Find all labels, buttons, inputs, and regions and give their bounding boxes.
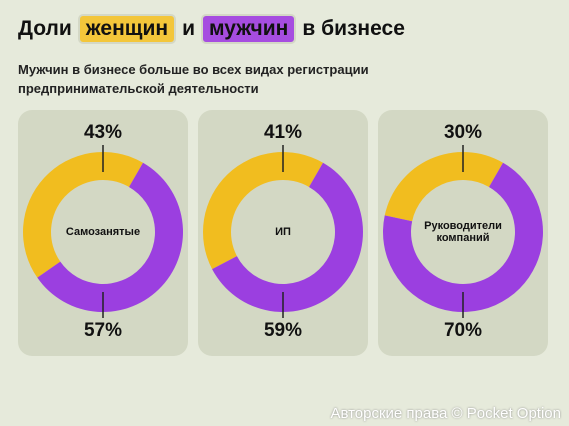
value-label: 70%: [444, 320, 482, 341]
value-label: 41%: [264, 122, 302, 143]
title: Доли женщин и мужчин в бизнесе: [18, 14, 405, 44]
legend-men: мужчин: [201, 14, 297, 44]
donut-segment: [202, 151, 323, 270]
value-label: 57%: [84, 320, 122, 341]
title-text: в бизнесе: [302, 17, 405, 40]
donut-segment: [23, 152, 144, 278]
title-text: Доли: [18, 17, 72, 40]
value-label: 30%: [444, 122, 482, 143]
watermark: Авторские права © Pocket Option: [330, 405, 561, 422]
center-label-box: Руководители компаний: [424, 220, 502, 244]
legend-women: женщин: [77, 14, 177, 44]
value-label: 59%: [264, 320, 302, 341]
subtitle: Мужчин в бизнесе больше во всех видах ре…: [18, 62, 369, 96]
value-label: 43%: [84, 122, 122, 143]
donut-segment: [384, 152, 503, 222]
chart-title: ИП: [275, 226, 291, 238]
title-text: и: [182, 17, 195, 40]
chart-title: Самозанятые: [65, 226, 141, 238]
donut-segment: [383, 162, 543, 313]
center-label-box: Самозанятые: [65, 226, 141, 238]
donut-segment: [37, 162, 184, 313]
center-label-box: ИП: [275, 226, 291, 238]
donut-segment: [212, 162, 363, 312]
chart-title: Руководители компаний: [424, 220, 502, 244]
